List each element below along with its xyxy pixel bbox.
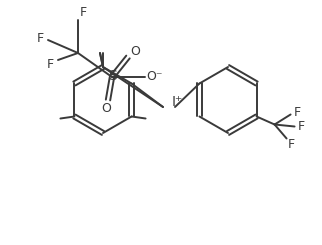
Text: F: F <box>46 59 53 72</box>
Text: F: F <box>298 120 305 133</box>
Text: F: F <box>294 106 301 119</box>
Text: F: F <box>288 138 295 151</box>
Text: F: F <box>36 33 43 46</box>
Text: O: O <box>101 101 111 114</box>
Text: I⁺: I⁺ <box>172 95 183 109</box>
Text: S: S <box>109 69 118 83</box>
Text: F: F <box>80 7 87 20</box>
Text: O: O <box>130 46 140 59</box>
Text: O⁻: O⁻ <box>147 70 163 83</box>
